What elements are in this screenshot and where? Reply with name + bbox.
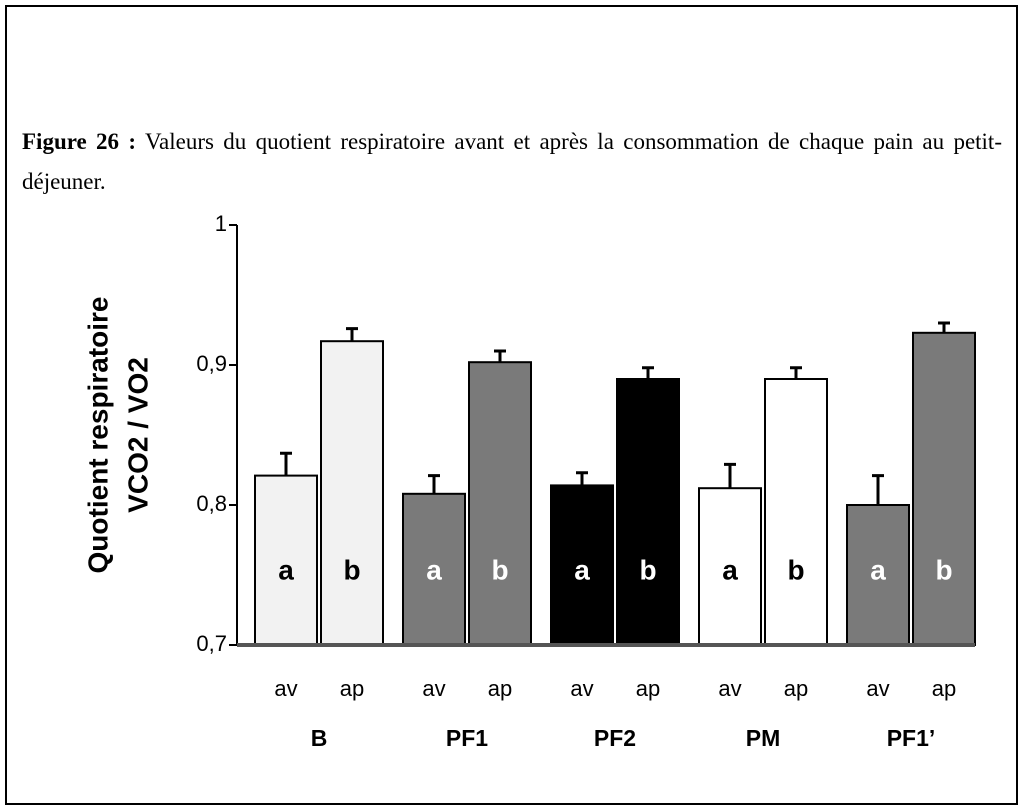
y-tick-label: 0,7	[196, 631, 227, 656]
group-label: PM	[746, 725, 781, 751]
bar	[402, 492, 466, 646]
x-tick-label: ap	[488, 676, 512, 701]
caption-text: Valeurs du quotient respiratoire avant e…	[22, 129, 1002, 194]
bar	[320, 340, 384, 646]
bar-label: b	[491, 554, 508, 585]
bar	[616, 378, 680, 646]
y-axis-label: VCO2 / VO2	[122, 357, 153, 513]
error-bar	[280, 451, 292, 476]
x-tick-label: av	[274, 676, 297, 701]
error-bar	[428, 474, 440, 494]
caption-label: Figure 26 :	[22, 129, 137, 154]
bar-label: a	[278, 554, 294, 585]
error-bar	[724, 462, 736, 489]
error-bar	[642, 366, 654, 379]
y-tick-label: 1	[215, 211, 227, 236]
bar-label: a	[426, 554, 442, 585]
bar	[698, 487, 762, 647]
bar-label: b	[787, 554, 804, 585]
x-tick-label: ap	[784, 676, 808, 701]
y-tick-label: 0,8	[196, 491, 227, 516]
error-bar	[790, 366, 802, 379]
bar-label: b	[343, 554, 360, 585]
group-label: PF1	[446, 725, 488, 751]
x-tick-label: av	[718, 676, 741, 701]
bar-label: a	[870, 554, 886, 585]
x-tick-label: ap	[340, 676, 364, 701]
bar	[912, 331, 976, 646]
x-tick-label: av	[422, 676, 445, 701]
x-tick-label: ap	[636, 676, 660, 701]
bar-label: b	[639, 554, 656, 585]
group-label: B	[311, 725, 328, 751]
error-bar	[576, 471, 588, 486]
bar-label: b	[935, 554, 952, 585]
group-label: PF2	[594, 725, 636, 751]
error-bar	[346, 327, 358, 342]
bar	[764, 378, 828, 646]
error-bar	[494, 349, 506, 363]
bar-label: a	[722, 554, 738, 585]
bar	[254, 474, 318, 646]
x-tick-label: av	[570, 676, 593, 701]
error-bar	[872, 474, 884, 505]
bar	[550, 484, 614, 646]
x-tick-label: ap	[932, 676, 956, 701]
bar	[468, 361, 532, 646]
error-bar	[938, 321, 950, 333]
group-label: PF1’	[887, 725, 936, 751]
x-tick-label: av	[866, 676, 889, 701]
caption: Figure 26 : Valeurs du quotient respirat…	[22, 122, 1002, 202]
y-tick-label: 0,9	[196, 351, 227, 376]
y-axis-label: Quotient respiratoire	[82, 297, 113, 574]
bar-label: a	[574, 554, 590, 585]
